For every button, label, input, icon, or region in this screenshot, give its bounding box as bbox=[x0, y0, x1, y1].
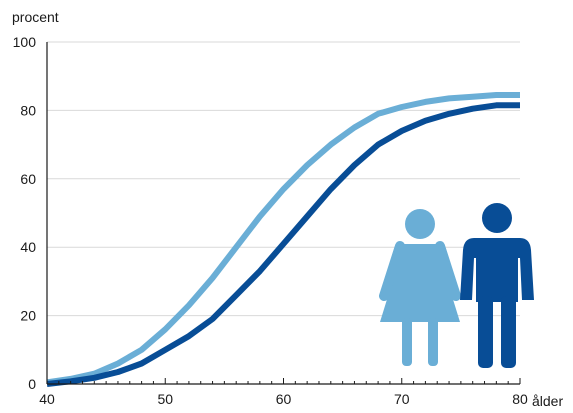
y-tick-label: 40 bbox=[20, 239, 36, 255]
female-figure-icon bbox=[380, 209, 460, 366]
y-tick-label: 100 bbox=[13, 34, 37, 50]
x-tick-label: 40 bbox=[39, 391, 55, 407]
series-lines bbox=[47, 95, 520, 384]
male-figure-icon bbox=[460, 203, 534, 368]
y-tick-label: 60 bbox=[20, 171, 36, 187]
axes: 0 20 40 60 80 100 40 50 60 70 80 bbox=[13, 34, 528, 407]
series-line-men bbox=[47, 105, 520, 384]
x-tick-label: 60 bbox=[276, 391, 292, 407]
y-tick-label: 0 bbox=[28, 376, 36, 392]
x-axis-title: ålder bbox=[532, 393, 563, 408]
x-tick-label: 70 bbox=[394, 391, 410, 407]
x-tick-label: 80 bbox=[512, 391, 528, 407]
y-tick-label: 20 bbox=[20, 308, 36, 324]
figure-icons bbox=[380, 203, 534, 368]
y-tick-label: 80 bbox=[20, 102, 36, 118]
y-axis-title: procent bbox=[12, 9, 59, 25]
x-tick-label: 50 bbox=[157, 391, 173, 407]
series-line-women bbox=[47, 95, 520, 382]
